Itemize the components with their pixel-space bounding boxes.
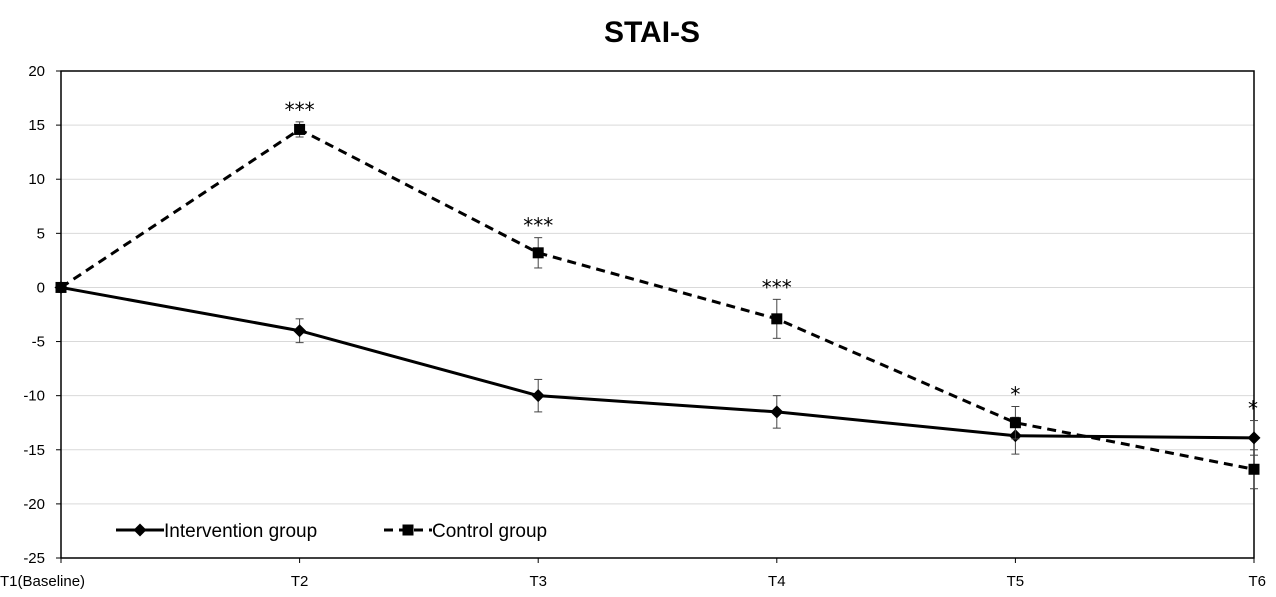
y-axis-ticks: 20 15 10 5 0 -5 -10 -15 -20 -25 (23, 63, 61, 567)
data-point (293, 324, 307, 338)
y-tick-label: 15 (28, 117, 45, 134)
data-point (771, 313, 783, 325)
significance-label: *** (523, 214, 553, 238)
y-tick-label: -5 (32, 334, 45, 351)
plot-area (60, 70, 1255, 559)
legend-label: Intervention group (164, 521, 317, 542)
y-tick-label: -25 (23, 550, 45, 567)
data-point (55, 281, 67, 293)
data-point (770, 405, 784, 419)
y-tick-label: -10 (23, 388, 45, 405)
legend-label: Control group (432, 521, 547, 542)
x-tick-label: T6 (1248, 573, 1266, 590)
x-axis-ticks: T1(Baseline) T2 T3 T4 T5 T6 (0, 558, 1266, 590)
significance-label: *** (285, 98, 315, 122)
series-line (60, 285, 1255, 440)
y-tick-label: -20 (23, 496, 45, 513)
gridlines (61, 124, 1254, 505)
legend-marker (133, 523, 147, 537)
y-tick-label: 0 (37, 279, 45, 296)
legend-item-1: Intervention group (116, 521, 317, 542)
x-tick-label: T3 (529, 573, 547, 590)
series-2 (55, 121, 1260, 490)
x-tick-label: T1(Baseline) (0, 573, 85, 590)
legend-item-2: Control group (384, 521, 547, 542)
y-tick-label: 5 (37, 225, 45, 242)
series (54, 121, 1261, 490)
data-point (1248, 463, 1260, 475)
significance-label: * (1010, 382, 1020, 406)
data-point (531, 389, 545, 403)
x-tick-label: T4 (768, 573, 786, 590)
significance-label: *** (762, 275, 792, 299)
legend-marker (402, 524, 414, 536)
y-tick-label: 20 (28, 63, 45, 80)
y-tick-label: -15 (23, 442, 45, 459)
series-1 (54, 280, 1261, 456)
significance-annotations: *********** (285, 98, 1258, 421)
data-point (532, 247, 544, 259)
x-tick-label: T2 (291, 573, 309, 590)
data-point (1009, 417, 1021, 429)
data-point (1247, 431, 1261, 445)
y-tick-label: 10 (28, 171, 45, 188)
data-point (294, 123, 306, 135)
x-tick-label: T5 (1007, 573, 1025, 590)
legend: Intervention group Control group (116, 521, 547, 542)
chart-title: STAI-S (604, 16, 700, 49)
significance-label: * (1248, 397, 1258, 421)
series-line (60, 127, 1255, 471)
